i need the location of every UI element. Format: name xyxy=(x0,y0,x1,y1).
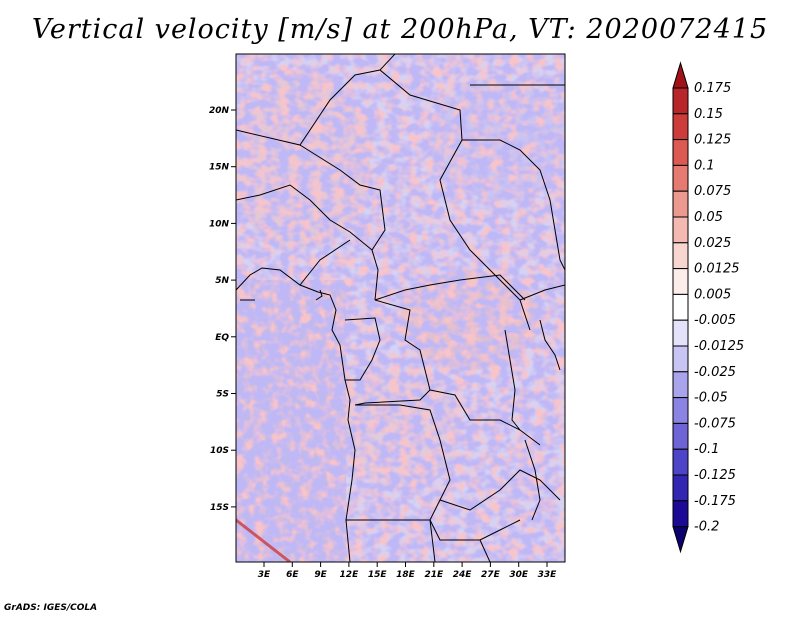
colorbar-segment xyxy=(672,216,689,244)
lon-tick-label: 33E xyxy=(538,570,558,580)
colorbar-segment xyxy=(672,500,689,528)
lon-tick-label: 15E xyxy=(368,570,388,580)
border xyxy=(429,389,541,446)
colorbar-segment xyxy=(672,371,689,399)
colorbar-segment xyxy=(672,345,689,373)
border xyxy=(354,299,431,406)
map-area xyxy=(236,54,565,562)
colorbar-label: 0.05 xyxy=(694,210,723,225)
map-title: Vertical velocity [m/s] at 200hPa, VT: 2… xyxy=(31,14,769,45)
colorbar-label: -0.05 xyxy=(694,391,728,406)
lat-tick-label: 20N xyxy=(209,106,230,116)
border xyxy=(462,139,565,271)
field-streak xyxy=(236,518,291,562)
border xyxy=(299,144,386,301)
colorbar-label: 0.0125 xyxy=(694,262,740,277)
colorbar-segment xyxy=(672,113,689,141)
lake-shore xyxy=(504,329,521,431)
colorbar-label: -0.025 xyxy=(694,365,736,380)
border xyxy=(429,519,436,562)
colorbar-label: -0.125 xyxy=(694,468,736,483)
latitude-axis: 20N 15N 10N 5N EQ 5S 10S 15S xyxy=(209,106,236,513)
lon-tick-label: 30E xyxy=(509,570,529,580)
colorbar-label: 0.125 xyxy=(694,133,731,148)
border xyxy=(236,54,396,146)
border xyxy=(299,239,351,286)
colorbar-label: -0.075 xyxy=(694,416,736,431)
lake-shore xyxy=(539,319,561,371)
coast-detail xyxy=(240,289,323,301)
colorbar-label: 0.025 xyxy=(694,236,731,251)
colorbar-label: -0.005 xyxy=(694,313,736,328)
colorbar-segment xyxy=(672,448,689,476)
colorbar-segment xyxy=(672,397,689,424)
lat-tick-label: 15S xyxy=(210,503,229,513)
lake-shore xyxy=(524,439,541,521)
lat-tick-label: 10N xyxy=(209,219,230,229)
border xyxy=(379,69,531,331)
border xyxy=(236,184,373,251)
lat-tick-label: 5S xyxy=(216,390,229,400)
colorbar-label: -0.175 xyxy=(694,494,736,509)
colorbar-label: -0.0125 xyxy=(694,339,744,354)
colorbar-segment xyxy=(672,293,689,321)
colorbar-segment xyxy=(672,422,689,450)
colorbar-label: 0.075 xyxy=(694,184,731,199)
colorbar-bottom-arrow xyxy=(672,526,689,554)
lon-tick-label: 9E xyxy=(314,570,327,580)
longitude-axis: 3E 6E 9E 12E 15E 18E 21E 24E 27E 30E 33E xyxy=(258,562,557,580)
lat-tick-label: 10S xyxy=(210,446,229,456)
lon-tick-label: 12E xyxy=(340,570,360,580)
colorbar-segment xyxy=(672,319,689,347)
colorbar-label: 0.175 xyxy=(694,81,731,96)
colorbar-label: 0.15 xyxy=(694,107,723,122)
colorbar-segment xyxy=(672,474,689,502)
colorbar-label: 0.1 xyxy=(694,158,715,173)
colorbar-segment xyxy=(672,87,689,115)
colorbar: 0.175 0.15 0.125 0.1 0.075 0.05 0.025 0.0125 0.0… xyxy=(672,61,744,554)
lat-tick-label: 5N xyxy=(215,276,229,286)
border xyxy=(344,317,381,381)
colorbar-segment xyxy=(672,139,689,166)
colorbar-label: -0.1 xyxy=(694,442,719,457)
colorbar-label: 0.005 xyxy=(694,287,731,302)
border xyxy=(355,404,451,501)
colorbar-label: -0.2 xyxy=(694,520,719,535)
coastline xyxy=(236,267,356,562)
lon-tick-label: 24E xyxy=(453,570,473,580)
map-frame xyxy=(235,53,566,563)
border xyxy=(346,469,561,521)
colorbar-segment xyxy=(672,164,689,192)
border xyxy=(519,284,565,301)
lon-tick-label: 3E xyxy=(258,570,271,580)
velocity-field xyxy=(236,54,565,562)
grads-credit: GrADS: IGES/COLA xyxy=(4,603,98,613)
colorbar-segment xyxy=(672,190,689,218)
lon-tick-label: 21E xyxy=(424,570,444,580)
border xyxy=(374,274,526,301)
lon-tick-label: 27E xyxy=(481,570,501,580)
lon-tick-label: 6E xyxy=(286,570,299,580)
lon-tick-label: 18E xyxy=(396,570,416,580)
lat-tick-label: 15N xyxy=(209,163,230,173)
lat-tick-label: EQ xyxy=(215,333,229,343)
border xyxy=(479,539,491,562)
colorbar-top-arrow xyxy=(672,61,689,89)
colorbar-segment xyxy=(672,242,689,270)
colorbar-segment xyxy=(672,268,689,295)
borders xyxy=(236,54,565,562)
